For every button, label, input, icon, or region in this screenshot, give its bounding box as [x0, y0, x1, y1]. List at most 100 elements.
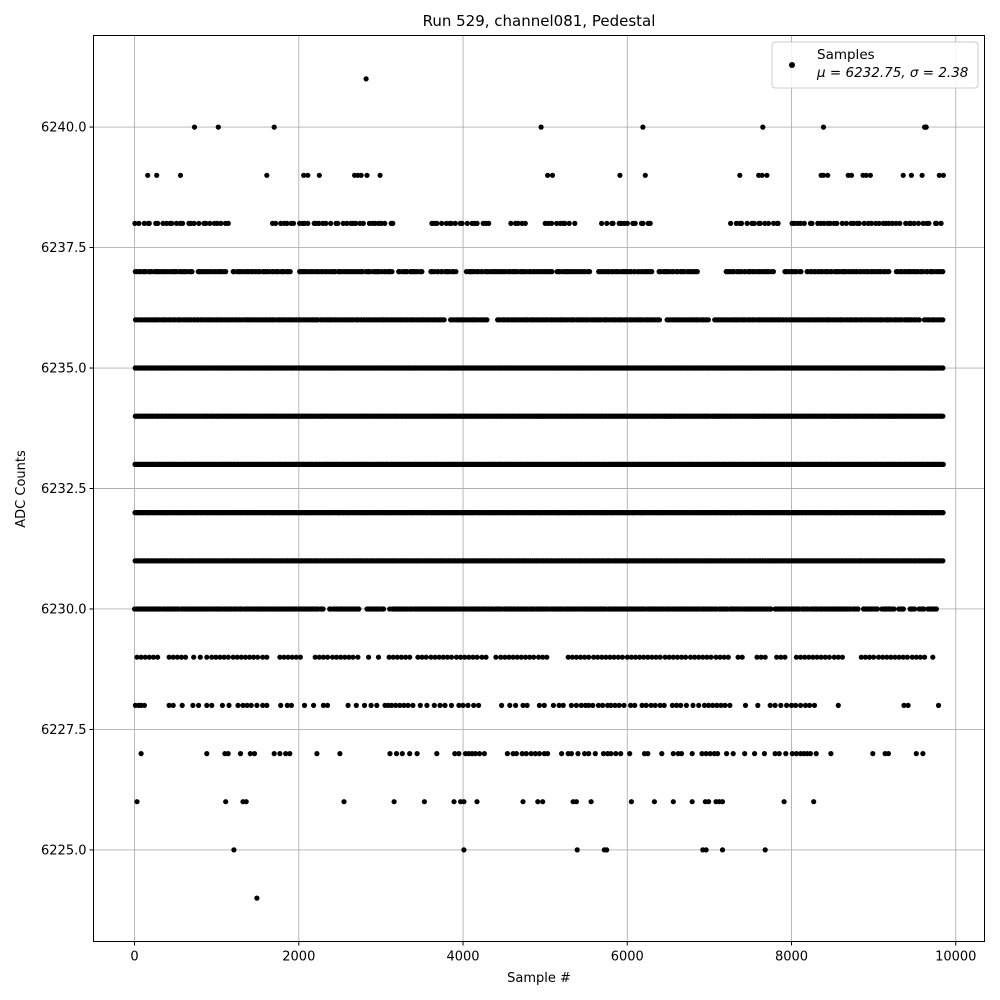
data-point — [752, 751, 758, 757]
data-point — [885, 751, 892, 757]
data-point — [649, 654, 655, 660]
data-point — [461, 847, 467, 853]
data-point — [574, 847, 580, 853]
data-point — [177, 172, 184, 178]
data-point — [718, 702, 724, 709]
data-point — [632, 702, 638, 709]
data-point — [727, 702, 733, 709]
data-point — [696, 702, 702, 709]
data-point — [710, 702, 716, 709]
data-point — [401, 702, 407, 709]
data-point — [312, 654, 318, 660]
data-point — [573, 799, 580, 805]
data-point — [678, 702, 684, 709]
data-point — [670, 751, 676, 757]
data-point — [223, 799, 229, 805]
data-point — [683, 702, 690, 709]
data-point — [493, 654, 499, 660]
data-point — [687, 654, 694, 660]
data-point — [863, 172, 869, 178]
data-point — [260, 654, 266, 660]
data-point — [578, 702, 584, 709]
data-point — [940, 413, 946, 419]
data-point — [632, 654, 639, 660]
data-point — [704, 654, 710, 660]
data-point — [730, 751, 736, 757]
data-point — [316, 172, 322, 178]
data-point — [316, 654, 322, 660]
data-point — [238, 654, 244, 660]
data-point — [758, 654, 764, 660]
data-point — [242, 654, 248, 660]
data-point — [690, 702, 696, 709]
data-point — [145, 172, 151, 178]
data-point — [810, 654, 816, 660]
data-point — [820, 124, 827, 130]
data-point — [278, 702, 284, 709]
data-point — [772, 702, 778, 709]
data-point — [774, 654, 780, 660]
data-point — [822, 654, 828, 660]
data-point — [599, 654, 605, 660]
data-point — [470, 654, 476, 660]
data-point — [499, 702, 505, 709]
data-point — [472, 751, 478, 757]
data-point — [260, 702, 266, 709]
data-point — [921, 606, 927, 612]
data-point — [674, 702, 680, 709]
data-point — [919, 172, 925, 178]
data-point — [901, 702, 907, 709]
data-point — [356, 606, 362, 612]
data-point — [519, 751, 525, 757]
data-point — [281, 654, 287, 660]
data-point — [320, 654, 326, 660]
data-point — [586, 751, 592, 757]
data-point — [848, 172, 855, 178]
data-point — [254, 895, 260, 901]
data-point — [474, 654, 480, 660]
data-point — [900, 172, 906, 178]
data-point — [536, 654, 542, 660]
data-point — [507, 702, 513, 709]
data-point — [648, 702, 654, 709]
data-point — [142, 654, 148, 660]
data-point — [762, 654, 768, 660]
data-point — [608, 751, 614, 757]
data-point — [870, 751, 876, 757]
data-point — [550, 702, 557, 709]
data-point — [767, 702, 773, 709]
data-point — [573, 702, 580, 709]
data-point — [793, 751, 800, 757]
data-point — [448, 654, 455, 660]
data-point — [350, 654, 356, 660]
data-point — [818, 654, 824, 660]
data-point — [615, 654, 621, 660]
data-point — [592, 751, 598, 757]
data-point — [642, 172, 648, 178]
data-point — [287, 751, 293, 757]
data-point — [506, 654, 512, 660]
data-point — [538, 124, 544, 130]
data-point — [386, 654, 392, 660]
data-point — [604, 847, 610, 853]
data-point — [783, 751, 789, 757]
data-point — [531, 654, 537, 660]
data-point — [518, 654, 524, 660]
data-point — [522, 654, 529, 660]
data-point — [781, 799, 787, 805]
chart-title: Run 529, channel081, Pedestal — [423, 12, 656, 30]
data-point — [645, 654, 651, 660]
data-point — [737, 172, 743, 178]
data-point — [461, 799, 467, 805]
data-point — [393, 702, 399, 709]
data-point — [725, 654, 731, 660]
data-point — [453, 654, 460, 660]
data-point — [466, 654, 472, 660]
data-point — [288, 702, 294, 709]
data-point — [166, 702, 172, 709]
data-point — [721, 654, 727, 660]
data-point — [913, 751, 919, 757]
data-point — [375, 654, 382, 660]
data-point — [621, 702, 627, 709]
